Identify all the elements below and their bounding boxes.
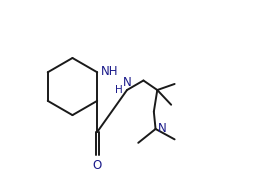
Text: N: N [123,76,131,89]
Text: NH: NH [101,65,119,78]
Text: H: H [115,85,123,94]
Text: O: O [92,159,102,172]
Text: N: N [158,122,166,135]
